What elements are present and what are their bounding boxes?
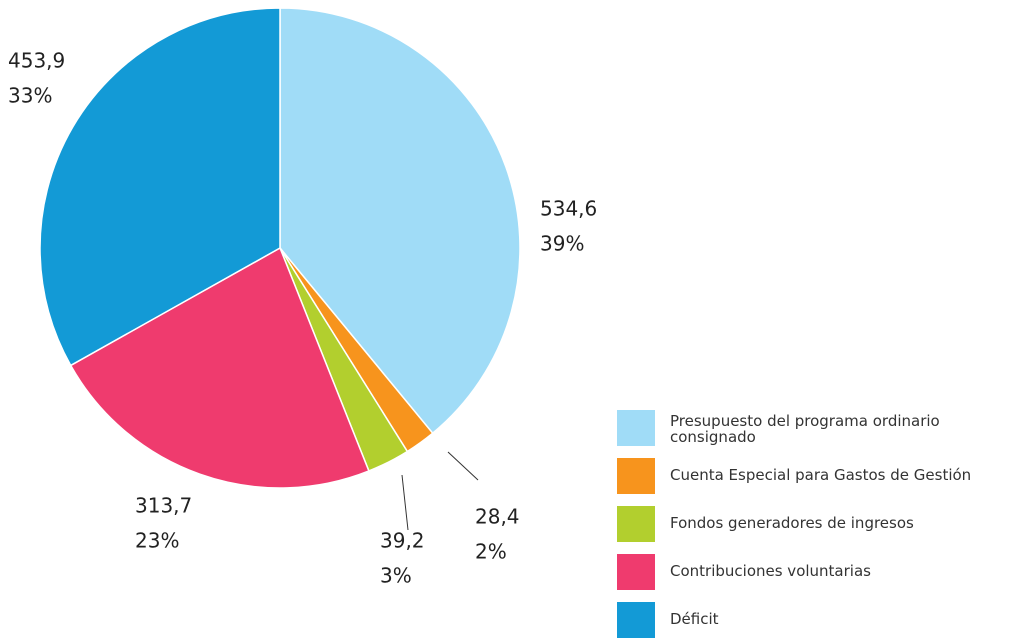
legend-item: Cuenta Especial para Gastos de Gestión bbox=[617, 458, 1017, 506]
legend-item: Déficit bbox=[617, 602, 1017, 641]
percent-label: 39% bbox=[540, 232, 584, 256]
legend-swatch bbox=[617, 458, 655, 494]
percent-label: 23% bbox=[135, 529, 179, 553]
legend-label: Presupuesto del programa ordinario consi… bbox=[670, 412, 940, 446]
value-label: 313,7 bbox=[135, 494, 192, 518]
value-label: 453,9 bbox=[8, 49, 65, 73]
percent-label: 33% bbox=[8, 84, 52, 108]
leader-line bbox=[401, 474, 409, 531]
pie-slice bbox=[279, 7, 521, 435]
legend: Presupuesto del programa ordinario consi… bbox=[617, 410, 1017, 641]
legend-swatch bbox=[617, 410, 655, 446]
legend-item: Fondos generadores de ingresos bbox=[617, 506, 1017, 554]
legend-swatch bbox=[617, 602, 655, 638]
pie-slice bbox=[69, 246, 370, 489]
percent-label: 2% bbox=[475, 540, 507, 564]
legend-label: Contribuciones voluntarias bbox=[670, 562, 871, 580]
legend-label: Cuenta Especial para Gastos de Gestión bbox=[670, 466, 972, 484]
pie-slice bbox=[39, 7, 281, 367]
percent-label: 3% bbox=[380, 564, 412, 588]
legend-swatch bbox=[617, 506, 655, 542]
value-label: 28,4 bbox=[475, 505, 520, 529]
legend-item: Presupuesto del programa ordinario consi… bbox=[617, 410, 1017, 458]
leader-line bbox=[447, 451, 479, 481]
legend-label: Fondos generadores de ingresos bbox=[670, 514, 914, 532]
legend-label: Déficit bbox=[670, 610, 719, 628]
legend-swatch bbox=[617, 554, 655, 590]
value-label: 534,6 bbox=[540, 197, 597, 221]
legend-item: Contribuciones voluntarias bbox=[617, 554, 1017, 602]
value-label: 39,2 bbox=[380, 529, 425, 553]
